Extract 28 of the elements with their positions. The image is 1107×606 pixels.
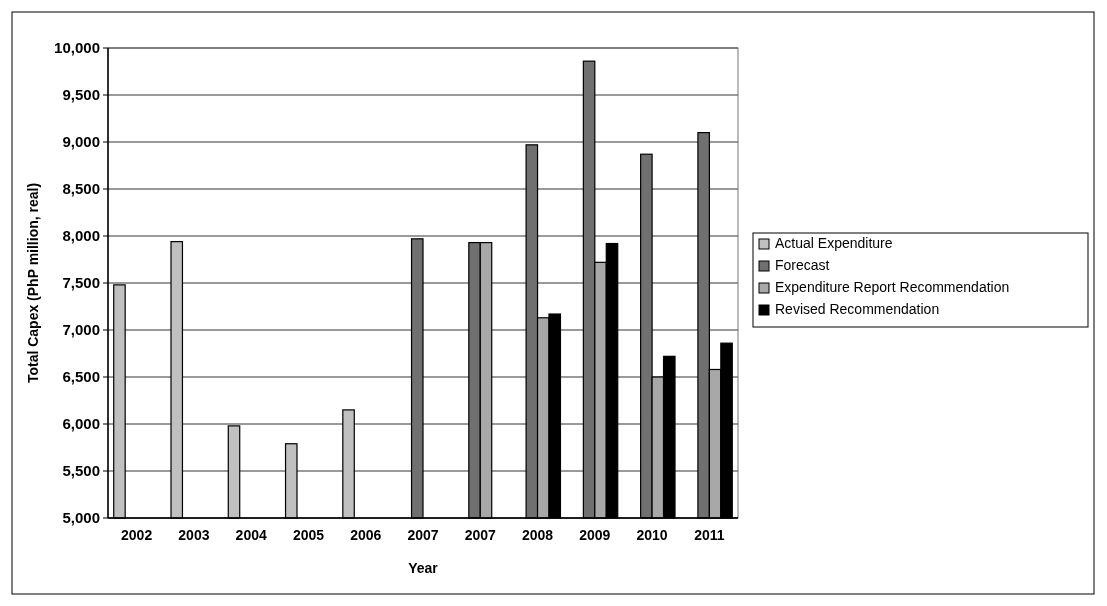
y-tick-label: 8,000 bbox=[62, 227, 100, 245]
x-tick-label: 2010 bbox=[636, 527, 668, 543]
y-tick-label: 7,500 bbox=[62, 274, 100, 292]
y-tick-label: 8,500 bbox=[62, 180, 100, 198]
x-tick-label: 2004 bbox=[235, 527, 267, 543]
y-tick-label: 5,000 bbox=[62, 509, 100, 527]
x-tick-label: 2002 bbox=[121, 527, 153, 543]
x-tick-label: 2006 bbox=[350, 527, 382, 543]
x-tick-label: 2008 bbox=[521, 527, 554, 543]
x-tick-label: 2007 bbox=[407, 527, 439, 543]
x-tick-label: 2011 bbox=[694, 527, 725, 543]
legend-label: Actual Expenditure bbox=[775, 235, 893, 251]
y-tick-label: 9,000 bbox=[62, 133, 100, 151]
y-tick-label: 6,000 bbox=[62, 415, 100, 433]
y-tick-label: 7,000 bbox=[62, 321, 100, 339]
y-tick-label: 6,500 bbox=[62, 368, 100, 386]
x-tick-label: 2005 bbox=[292, 527, 325, 543]
x-tick-label: 2009 bbox=[579, 527, 611, 543]
y-tick-label: 5,500 bbox=[62, 462, 100, 480]
y-tick-label: 9,500 bbox=[62, 86, 100, 104]
x-tick-label: 2003 bbox=[178, 527, 210, 543]
y-axis-title: Total Capex (PhP million, real) bbox=[25, 182, 41, 384]
y-tick-label: 10,000 bbox=[54, 39, 100, 57]
legend-label: Expenditure Report Recommendation bbox=[775, 279, 1010, 295]
x-tick-label: 2007 bbox=[464, 527, 497, 543]
x-axis-title: Year bbox=[408, 560, 439, 576]
legend-label: Forecast bbox=[775, 257, 830, 273]
legend-label: Revised Recommendation bbox=[775, 301, 940, 317]
